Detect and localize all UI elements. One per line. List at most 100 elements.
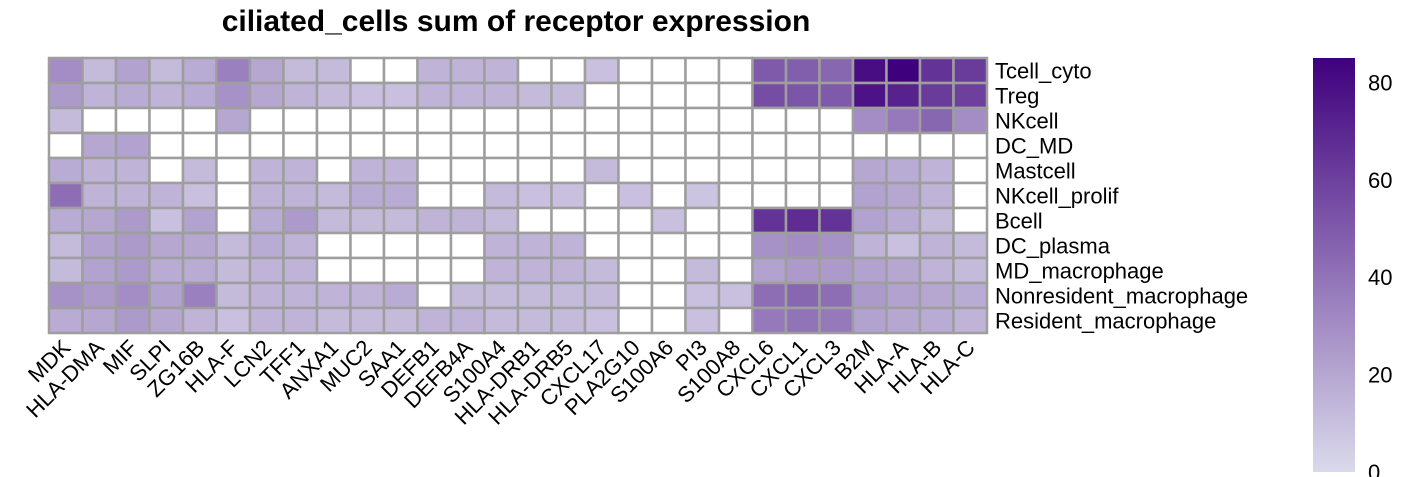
heatmap-cell (550, 156, 587, 185)
heatmap-cell (516, 106, 553, 135)
heatmap-cell (617, 156, 654, 185)
heatmap-cell (81, 81, 118, 110)
heatmap-cell (181, 231, 218, 260)
heatmap-cell (215, 106, 252, 135)
heatmap-cell (818, 156, 855, 185)
heatmap-cell (349, 231, 386, 260)
heatmap-cell (416, 281, 453, 310)
heatmap-cell (784, 131, 821, 160)
row-label: NKcell_prolif (995, 184, 1119, 209)
heatmap-cell (181, 81, 218, 110)
heatmap-cell (717, 106, 754, 135)
heatmap-cell (617, 256, 654, 285)
heatmap-cell (918, 156, 955, 185)
heatmap-cell (315, 306, 352, 335)
heatmap-cell (583, 131, 620, 160)
heatmap-cell (315, 231, 352, 260)
heatmap-cell (215, 231, 252, 260)
heatmap-cell (751, 106, 788, 135)
heatmap-cell (885, 131, 922, 160)
heatmap-cell (114, 81, 151, 110)
heatmap-cell (483, 181, 520, 210)
heatmap-cell (349, 156, 386, 185)
heatmap-cell (215, 281, 252, 310)
heatmap-cell (382, 231, 419, 260)
heatmap-cell (684, 206, 721, 235)
heatmap-cell (114, 181, 151, 210)
heatmap-cell (784, 231, 821, 260)
heatmap-cell (684, 131, 721, 160)
heatmap-cell (751, 256, 788, 285)
heatmap-cell (650, 156, 687, 185)
heatmap-cell (851, 81, 888, 110)
heatmap-cell (449, 256, 486, 285)
heatmap-cell (952, 256, 989, 285)
heatmap-cell (449, 156, 486, 185)
heatmap-cell (650, 281, 687, 310)
heatmap-cell (449, 231, 486, 260)
heatmap-cell (952, 181, 989, 210)
heatmap-cell (885, 231, 922, 260)
heatmap-cell (148, 131, 185, 160)
heatmap-cell (784, 181, 821, 210)
heatmap-cell (248, 206, 285, 235)
heatmap-cell (181, 281, 218, 310)
heatmap-cell (885, 181, 922, 210)
heatmap-cell (918, 81, 955, 110)
heatmap-cell (215, 81, 252, 110)
heatmap-cell (583, 156, 620, 185)
heatmap-cell (952, 56, 989, 85)
heatmap-cell (47, 256, 84, 285)
heatmap-cell (617, 181, 654, 210)
heatmap-cell (148, 56, 185, 85)
heatmap-cell (181, 206, 218, 235)
heatmap-cell (516, 156, 553, 185)
heatmap-cell (416, 56, 453, 85)
heatmap-cell (416, 131, 453, 160)
heatmap-cell (952, 306, 989, 335)
heatmap-cell (818, 206, 855, 235)
heatmap-cell (349, 181, 386, 210)
row-label: MD_macrophage (995, 259, 1164, 284)
row-labels: Tcell_cytoTregNKcellDC_MDMastcellNKcell_… (995, 59, 1248, 334)
heatmap-cell (851, 281, 888, 310)
heatmap-cell (248, 281, 285, 310)
heatmap-cell (684, 256, 721, 285)
heatmap-cell (818, 81, 855, 110)
heatmap-cell (885, 206, 922, 235)
heatmap-cell (717, 231, 754, 260)
heatmap-cell (851, 131, 888, 160)
heatmap-cell (248, 106, 285, 135)
heatmap-cell (516, 131, 553, 160)
heatmap-cell (483, 281, 520, 310)
heatmap-cell (684, 181, 721, 210)
heatmap-cell (382, 131, 419, 160)
heatmap-cell (583, 81, 620, 110)
chart-title: ciliated_cells sum of receptor expressio… (222, 5, 811, 38)
heatmap-cell (851, 256, 888, 285)
heatmap-cell (114, 156, 151, 185)
heatmap-cell (717, 56, 754, 85)
heatmap-cell (918, 306, 955, 335)
heatmap-cell (382, 281, 419, 310)
heatmap-cell (483, 256, 520, 285)
heatmap-cell (181, 156, 218, 185)
heatmap-cell (583, 231, 620, 260)
heatmap-cell (449, 81, 486, 110)
color-legend-bar (1313, 58, 1355, 472)
heatmap-cell (751, 56, 788, 85)
legend-tick-label: 0 (1368, 460, 1380, 477)
heatmap-cell (818, 181, 855, 210)
heatmap-cell (918, 231, 955, 260)
heatmap-cell (349, 206, 386, 235)
heatmap-cell (282, 81, 319, 110)
heatmap-cell (215, 306, 252, 335)
heatmap-cell (583, 281, 620, 310)
heatmap-cell (349, 56, 386, 85)
heatmap-cell (717, 306, 754, 335)
heatmap-cell (416, 231, 453, 260)
heatmap-cell (516, 81, 553, 110)
heatmap-cell (818, 106, 855, 135)
heatmap-cell (81, 56, 118, 85)
heatmap-cell (885, 306, 922, 335)
